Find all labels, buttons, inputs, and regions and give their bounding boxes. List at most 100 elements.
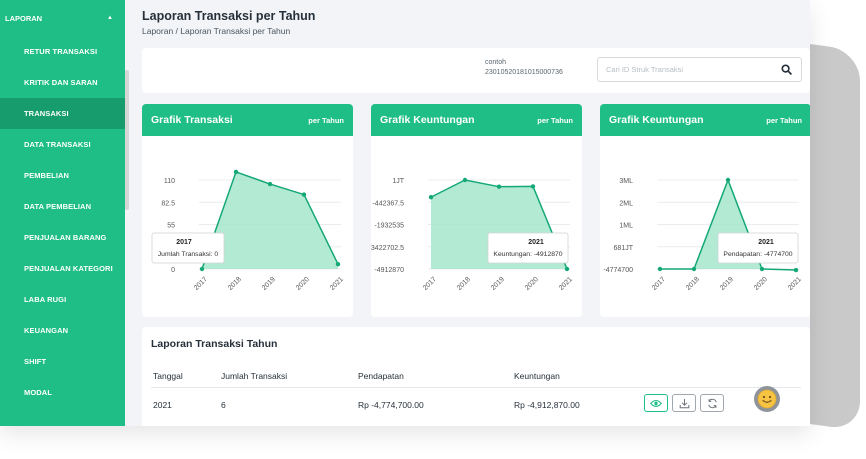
chart-keuntungan[interactable]: 1JT -442367.5 -1932535 -3422702.5 -4912870 20…	[371, 136, 582, 317]
example-hint: contoh 23010520181015000736	[485, 58, 563, 78]
sidebar-scrollbar[interactable]	[125, 70, 129, 210]
y-tick-label: -442367.5	[372, 200, 404, 207]
example-label: contoh	[485, 59, 507, 66]
report-table-card: Laporan Transaksi Tahun Tanggal Jumlah T…	[142, 327, 810, 426]
eye-icon	[650, 399, 662, 407]
chart-card-keuntungan: Grafik Keuntungan per Tahun 1JT -442367.5…	[371, 104, 582, 317]
x-tick-label: 2020	[524, 276, 540, 292]
sidebar-item-data-transaksi[interactable]: DATA TRANSAKSI	[24, 140, 91, 149]
data-point[interactable]	[335, 261, 341, 267]
cell-tanggal: 2021	[153, 400, 172, 410]
refresh-icon	[707, 398, 717, 408]
sidebar-item-shift[interactable]: SHIFT	[24, 357, 47, 366]
chart-card-transaksi: Grafik Transaksi per Tahun 11082.55527.5…	[142, 104, 353, 317]
column-header-pendapatan: Pendapatan	[358, 371, 404, 381]
x-tick-label: 2019	[490, 276, 506, 292]
sidebar-item-retur-transaksi[interactable]: RETUR TRANSAKSI	[24, 47, 98, 56]
chart-tooltip: 2017 Jumlah Transaksi: 0	[151, 232, 225, 264]
column-header-tanggal: Tanggal	[153, 371, 183, 381]
chart-pendapatan[interactable]: 3ML 2ML 1ML 681JT -4774700 2017 2018 2019 2020 20…	[600, 136, 810, 317]
chart-title: Grafik Keuntungan	[380, 114, 475, 126]
data-point[interactable]	[530, 184, 536, 189]
sidebar-item-penjualan-kategori[interactable]: PENJUALAN KATEGORI	[24, 264, 113, 273]
x-tick-label: 2018	[227, 276, 243, 292]
x-tick-label: 2019	[719, 276, 735, 292]
caret-up-icon: ▲	[107, 15, 113, 21]
breadcrumb: Laporan / Laporan Transaksi per Tahun	[142, 26, 291, 36]
data-point[interactable]	[496, 184, 502, 189]
sidebar-item-data-pembelian[interactable]: DATA PEMBELIAN	[24, 202, 92, 211]
sidebar-item-pembelian[interactable]: PEMBELIAN	[24, 171, 70, 180]
sidebar-item-laba-rugi[interactable]: LABA RUGI	[24, 295, 67, 304]
app-window: LAPORAN ▲ RETUR TRANSAKSI KRITIK DAN SARA…	[0, 0, 810, 426]
tooltip-title: 2017	[176, 239, 192, 246]
sidebar-item-keuangan[interactable]: KEUANGAN	[24, 326, 69, 335]
column-header-jumlah: Jumlah Transaksi	[221, 371, 288, 381]
y-tick-label: -4912870	[374, 267, 404, 274]
chart-title: Grafik Transaksi	[151, 114, 233, 126]
chart-header: Grafik Transaksi per Tahun	[142, 104, 353, 136]
sidebar-item-modal[interactable]: MODAL	[24, 388, 52, 397]
tooltip-text: Pendapatan: -4774700	[723, 251, 792, 258]
data-point[interactable]	[233, 169, 239, 175]
data-point[interactable]	[725, 177, 731, 183]
data-point[interactable]	[793, 267, 799, 273]
y-tick-label: 110	[164, 178, 175, 185]
data-point[interactable]	[691, 266, 697, 272]
search-button[interactable]	[771, 58, 801, 81]
data-point[interactable]	[199, 266, 205, 272]
x-tick-label: 2021	[558, 276, 574, 292]
chart-transaksi[interactable]: 11082.55527.50201720182019202020212017Ju…	[142, 136, 353, 317]
y-tick-label: -1932535	[374, 223, 404, 230]
cell-jumlah: 6	[221, 400, 226, 410]
y-tick-label: 681JT	[614, 245, 634, 252]
tooltip-text: Jumlah Transaksi: 0	[158, 251, 219, 258]
example-value: 23010520181015000736	[485, 69, 563, 76]
search-card: contoh 23010520181015000736	[142, 48, 810, 93]
data-point[interactable]	[462, 177, 468, 183]
x-tick-label: 2021	[787, 276, 803, 292]
chart-period[interactable]: per Tahun	[308, 115, 344, 125]
x-tick-label: 2019	[261, 276, 277, 292]
chart-tooltip: 2021 Pendapatan: -4774700	[717, 232, 799, 264]
chart-header: Grafik Keuntungan per Tahun	[600, 104, 810, 136]
sidebar-item-penjualan-barang[interactable]: PENJUALAN BARANG	[24, 233, 107, 242]
data-point[interactable]	[657, 266, 663, 272]
data-point[interactable]	[267, 181, 273, 187]
chart-period[interactable]: per Tahun	[537, 115, 573, 125]
chart-period[interactable]: per Tahun	[766, 115, 802, 125]
x-tick-label: 2018	[456, 276, 472, 292]
page-title: Laporan Transaksi per Tahun	[142, 9, 316, 23]
sidebar-section-laporan[interactable]: LAPORAN ▲	[0, 0, 125, 36]
search-input[interactable]	[606, 62, 756, 77]
download-button[interactable]	[672, 394, 696, 412]
table-divider	[151, 387, 801, 388]
tooltip-title: 2021	[758, 239, 774, 246]
refresh-button[interactable]	[700, 394, 724, 412]
tooltip-title: 2021	[528, 239, 544, 246]
search-box	[597, 57, 802, 82]
chart-tooltip: 2021 Keuntungan: -4912870	[487, 232, 569, 264]
cell-pendapatan: Rp -4,774,700.00	[358, 400, 424, 410]
data-point[interactable]	[759, 266, 765, 272]
data-point[interactable]	[301, 192, 307, 197]
view-button[interactable]	[644, 394, 668, 412]
download-icon	[679, 398, 689, 408]
smiley-icon	[757, 389, 777, 409]
sidebar-item-kritik-dan-saran[interactable]: KRITIK DAN SARAN	[24, 78, 98, 87]
cell-keuntungan: Rp -4,912,870.00	[514, 400, 580, 410]
chat-widget-button[interactable]	[754, 386, 780, 412]
x-tick-label: 2017	[422, 276, 438, 292]
y-tick-label: 55	[167, 223, 175, 230]
sidebar-section-label: LAPORAN	[5, 13, 43, 23]
y-tick-label: 0	[171, 267, 175, 274]
data-point[interactable]	[428, 194, 434, 200]
x-tick-label: 2017	[193, 276, 209, 292]
sidebar-item-transaksi[interactable]: TRANSAKSI	[0, 98, 125, 129]
x-tick-label: 2021	[329, 276, 345, 292]
y-tick-label: 82.5	[161, 200, 175, 207]
data-point[interactable]	[564, 266, 570, 272]
sidebar: LAPORAN ▲ RETUR TRANSAKSI KRITIK DAN SARA…	[0, 0, 125, 426]
y-tick-label: -4774700	[603, 267, 633, 274]
x-tick-label: 2020	[753, 276, 769, 292]
